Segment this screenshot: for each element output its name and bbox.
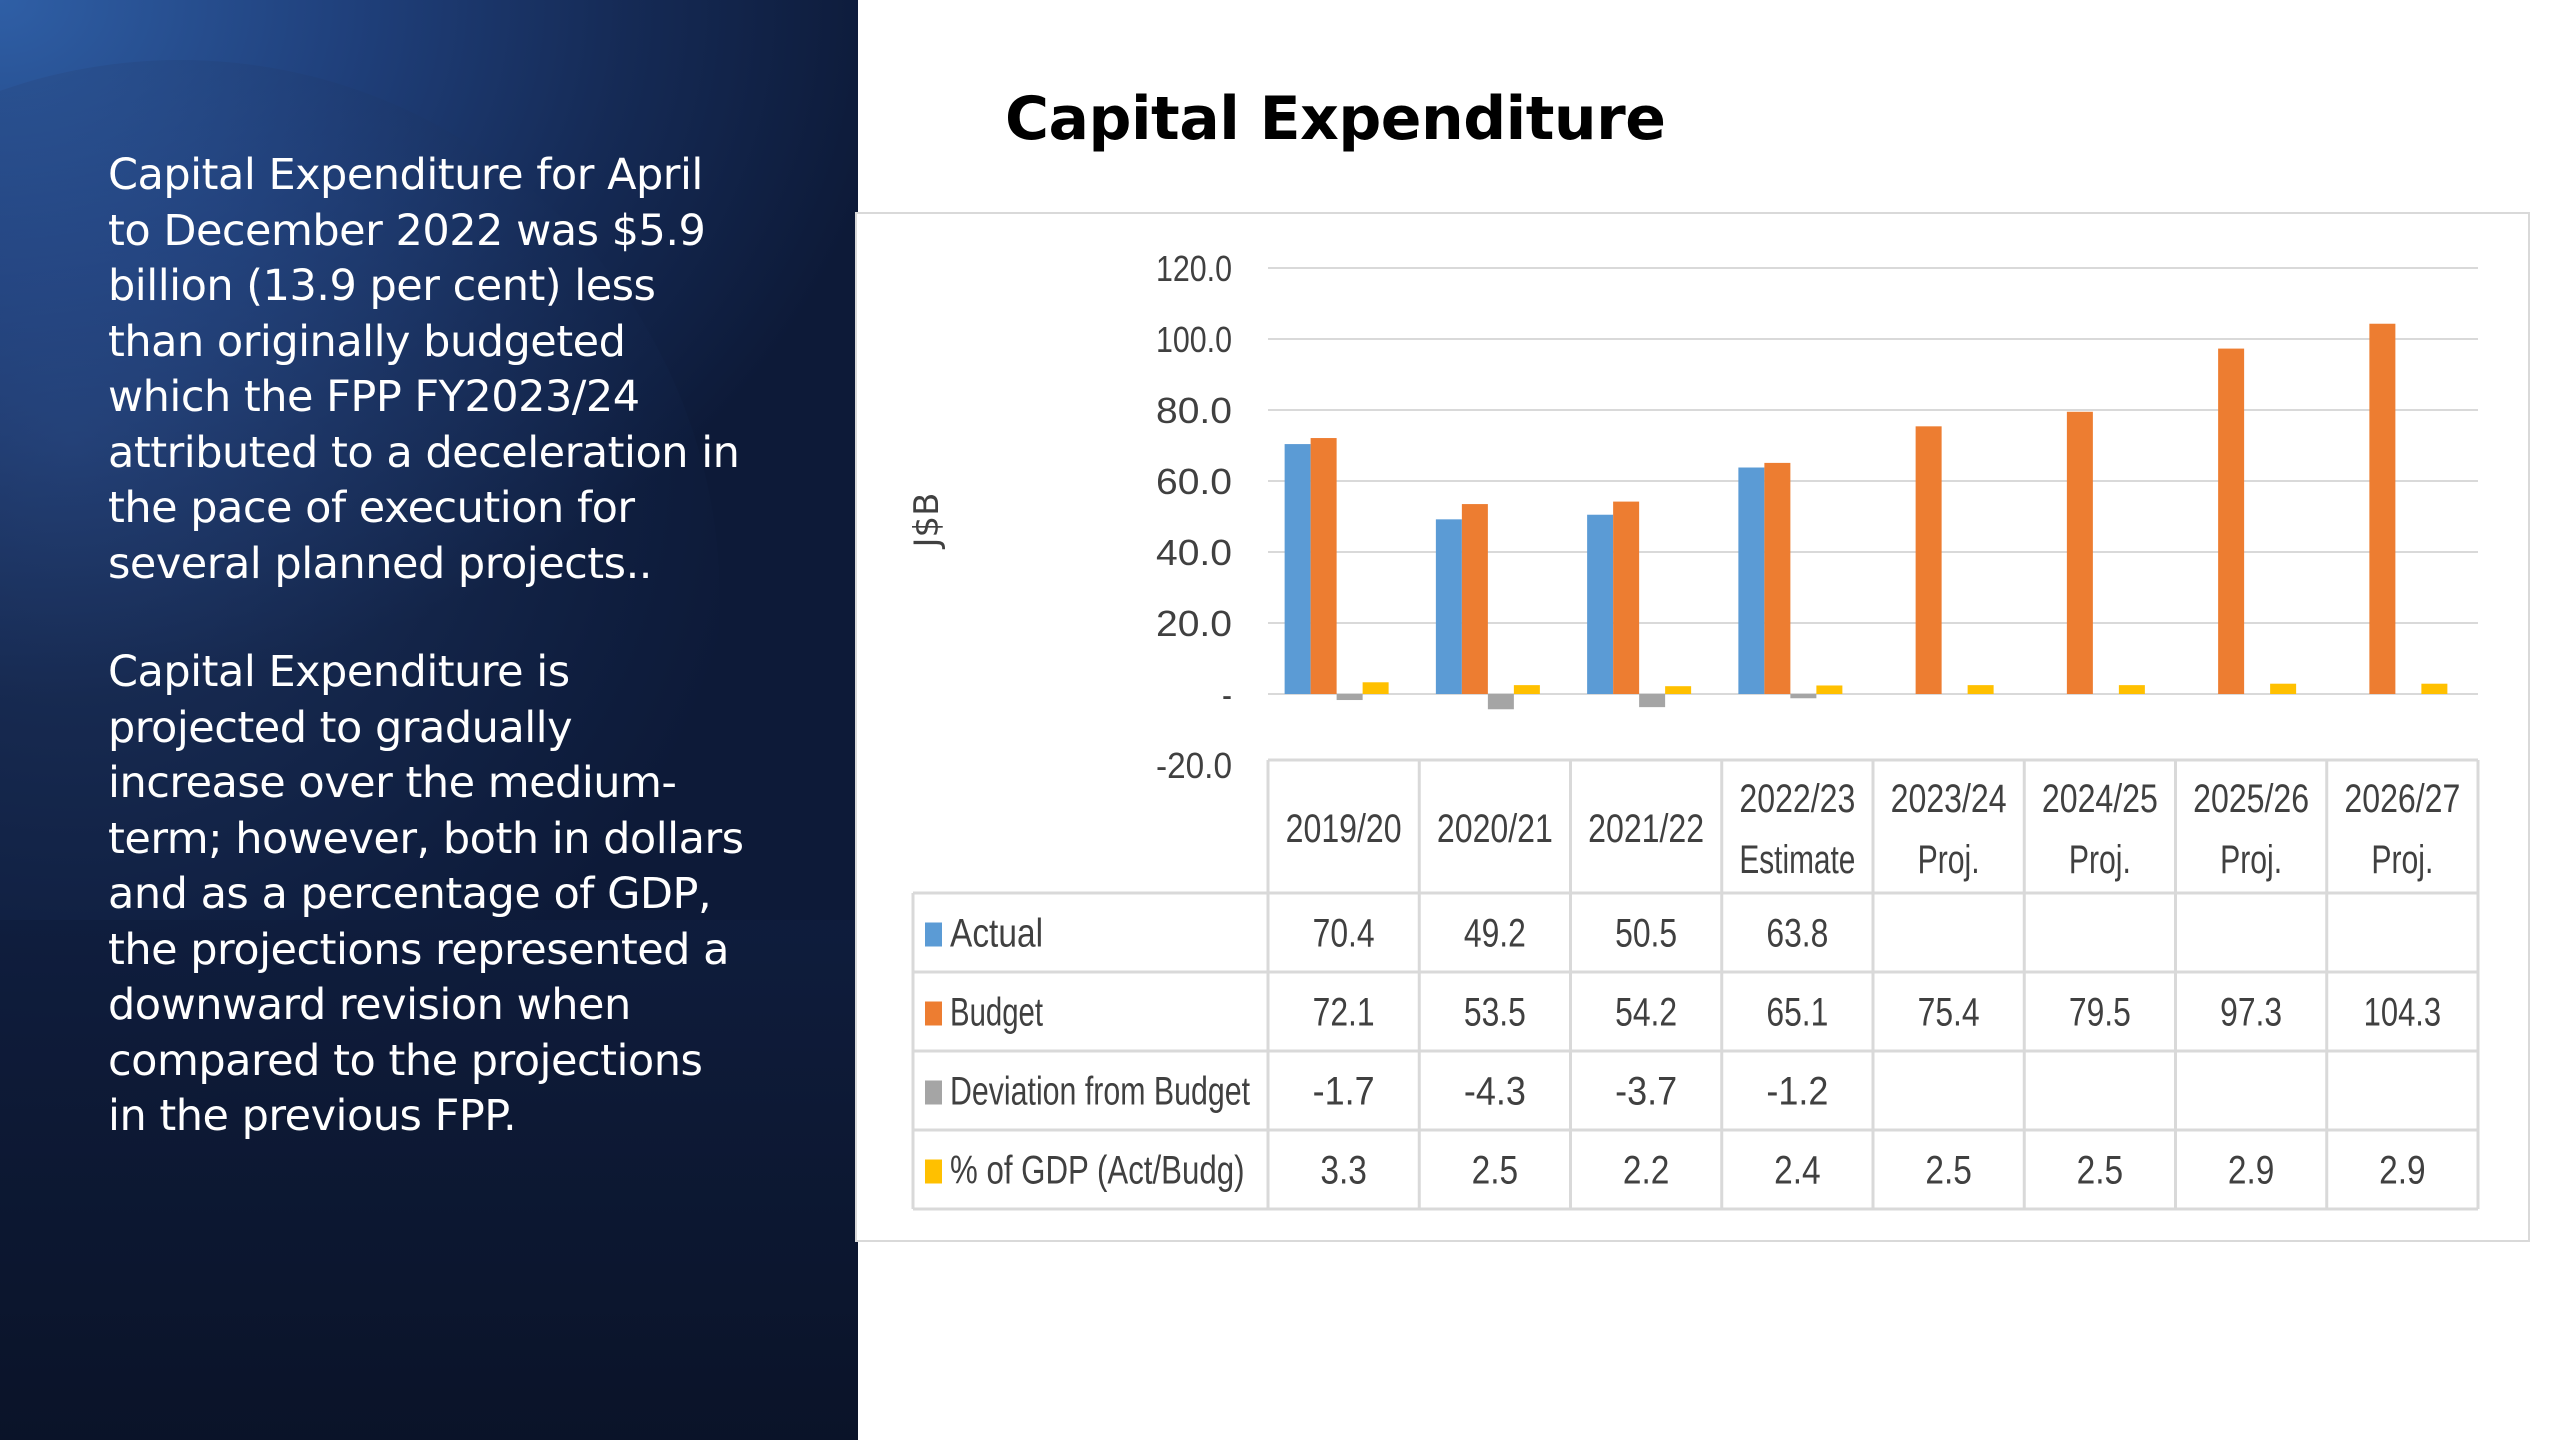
bar-budget bbox=[1461, 504, 1488, 694]
bar--of-gdp-act-budg bbox=[1967, 685, 1994, 694]
bar-budget bbox=[2369, 323, 2396, 694]
data-label: 53.5 bbox=[1464, 991, 1526, 1035]
category-label: Proj. bbox=[1918, 838, 1980, 882]
bar--of-gdp-act-budg bbox=[1513, 685, 1540, 694]
bar-actual bbox=[1435, 519, 1462, 694]
y-tick-label: 120.0 bbox=[1156, 248, 1232, 289]
summary-paragraph-2: Capital Expenditure is projected to grad… bbox=[108, 647, 744, 1141]
data-label: 79.5 bbox=[2069, 991, 2131, 1035]
legend-entry: Budget bbox=[950, 991, 1043, 1035]
data-label: 2.9 bbox=[2379, 1149, 2426, 1193]
category-label: 2024/25 bbox=[2042, 777, 2158, 821]
data-label: 2.2 bbox=[1623, 1149, 1670, 1193]
bar-deviation-from-budget bbox=[1639, 694, 1666, 708]
data-label: -1.2 bbox=[1766, 1070, 1828, 1114]
bar-budget bbox=[1310, 438, 1337, 694]
bar--of-gdp-act-budg bbox=[2118, 685, 2145, 694]
legend-entry: % of GDP (Act/Budg) bbox=[950, 1149, 1245, 1193]
bar-deviation-from-budget bbox=[1790, 694, 1817, 699]
y-axis-label: J$B bbox=[907, 493, 947, 550]
category-label: 2021/22 bbox=[1588, 807, 1704, 851]
data-label: -3.7 bbox=[1615, 1070, 1677, 1114]
bar-budget bbox=[2218, 348, 2245, 694]
y-tick-label: 100.0 bbox=[1156, 319, 1232, 360]
data-label: 54.2 bbox=[1615, 991, 1677, 1035]
legend-key bbox=[925, 922, 942, 947]
category-label: 2023/24 bbox=[1891, 777, 2007, 821]
data-label: 2.5 bbox=[1472, 1149, 1519, 1193]
bar--of-gdp-act-budg bbox=[2270, 683, 2297, 694]
category-label: 2026/27 bbox=[2344, 777, 2460, 821]
bar-deviation-from-budget bbox=[1487, 694, 1514, 710]
y-tick-label: 80.0 bbox=[1156, 390, 1232, 431]
bar-actual bbox=[1587, 514, 1614, 694]
data-label: 50.5 bbox=[1615, 912, 1677, 956]
data-label: 75.4 bbox=[1918, 991, 1980, 1035]
summary-paragraph-1: Capital Expenditure for April to Decembe… bbox=[108, 150, 740, 589]
y-tick-label: 40.0 bbox=[1156, 532, 1232, 573]
category-label: 2019/20 bbox=[1286, 807, 1402, 851]
y-tick-label: - bbox=[1222, 674, 1232, 715]
bar-budget bbox=[1613, 501, 1640, 694]
bar-budget bbox=[2066, 411, 2093, 694]
category-label: 2025/26 bbox=[2193, 777, 2309, 821]
category-label: Proj. bbox=[2371, 838, 2433, 882]
category-label: 2022/23 bbox=[1739, 777, 1855, 821]
bar-actual bbox=[1738, 467, 1765, 694]
data-label: -1.7 bbox=[1313, 1070, 1375, 1114]
left-panel: Capital Expenditure for April to Decembe… bbox=[0, 0, 858, 1440]
legend-entry: Actual bbox=[950, 912, 1043, 956]
data-label: 49.2 bbox=[1464, 912, 1526, 956]
data-label: 72.1 bbox=[1313, 991, 1375, 1035]
background-shade bbox=[0, 920, 858, 1440]
bar-budget bbox=[1764, 462, 1791, 694]
category-label: Proj. bbox=[2069, 838, 2131, 882]
bar-deviation-from-budget bbox=[1336, 694, 1363, 701]
data-label: 65.1 bbox=[1766, 991, 1828, 1035]
bar-budget bbox=[1915, 426, 1942, 694]
data-label: 104.3 bbox=[2364, 991, 2442, 1035]
legend-key bbox=[925, 1159, 942, 1184]
data-label: 70.4 bbox=[1313, 912, 1375, 956]
data-label: -4.3 bbox=[1464, 1070, 1526, 1114]
y-tick-label: 60.0 bbox=[1156, 461, 1232, 502]
chart-frame bbox=[855, 212, 2530, 1242]
data-label: 63.8 bbox=[1766, 912, 1828, 956]
data-label: 2.5 bbox=[2077, 1149, 2124, 1193]
category-label: Proj. bbox=[2220, 838, 2282, 882]
legend-entry: Deviation from Budget bbox=[950, 1070, 1250, 1114]
bar--of-gdp-act-budg bbox=[1816, 685, 1843, 694]
slide-title: Capital Expenditure bbox=[1005, 84, 1666, 154]
legend-key bbox=[925, 1080, 942, 1105]
bar-actual bbox=[1284, 444, 1311, 694]
bar--of-gdp-act-budg bbox=[1362, 682, 1389, 694]
y-tick-label: 20.0 bbox=[1156, 603, 1232, 644]
category-label: 2020/21 bbox=[1437, 807, 1553, 851]
data-label: 2.4 bbox=[1774, 1149, 1821, 1193]
data-label: 2.9 bbox=[2228, 1149, 2275, 1193]
data-label: 3.3 bbox=[1320, 1149, 1367, 1193]
y-tick-label: -20.0 bbox=[1156, 745, 1232, 786]
bar--of-gdp-act-budg bbox=[2421, 683, 2448, 694]
bar--of-gdp-act-budg bbox=[1665, 686, 1692, 694]
data-label: 97.3 bbox=[2220, 991, 2282, 1035]
data-label: 2.5 bbox=[1925, 1149, 1972, 1193]
category-label: Estimate bbox=[1739, 838, 1855, 882]
legend-key bbox=[925, 1001, 942, 1026]
